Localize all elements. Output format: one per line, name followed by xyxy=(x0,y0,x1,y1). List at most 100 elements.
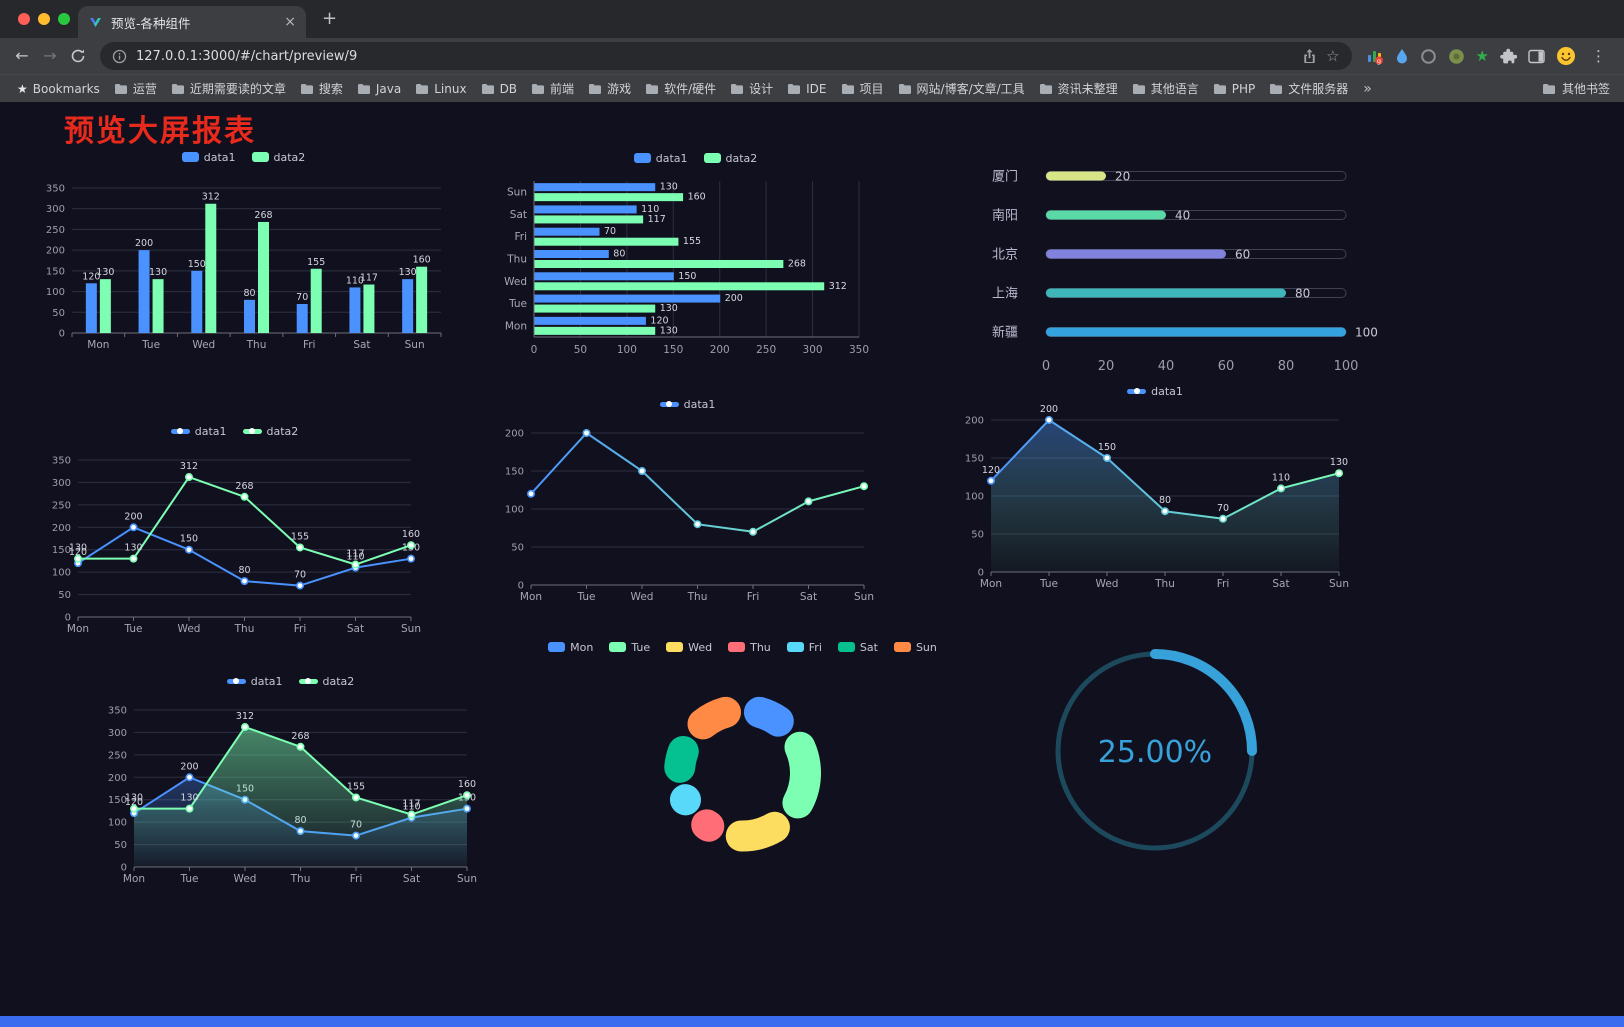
gradient-line-chart: data1 0 50 100 150 200 Mon Tue Wed Thu Fri Sat Sun xyxy=(495,395,880,607)
site-info-icon[interactable] xyxy=(112,49,127,64)
svg-text:150: 150 xyxy=(188,259,206,270)
legend-item-Thu[interactable]: Thu xyxy=(728,641,771,654)
extension-drop-icon[interactable] xyxy=(1395,48,1409,65)
svg-text:80: 80 xyxy=(613,249,625,260)
svg-text:150: 150 xyxy=(505,467,524,478)
reload-button[interactable] xyxy=(64,48,92,64)
bookmark-item-7[interactable]: 前端 xyxy=(524,77,581,100)
svg-text:Tue: Tue xyxy=(508,298,527,310)
new-tab-button[interactable]: + xyxy=(322,8,338,29)
forward-button[interactable]: → xyxy=(43,46,57,65)
svg-text:268: 268 xyxy=(235,481,253,492)
svg-text:70: 70 xyxy=(604,226,616,237)
svg-text:Fri: Fri xyxy=(514,231,527,243)
legend-label: Sat xyxy=(859,640,878,654)
extensions-puzzle-icon[interactable] xyxy=(1500,48,1517,65)
browser-tab[interactable]: 预览-各种组件 × xyxy=(78,6,306,38)
bookmark-item-14[interactable]: 资讯未整理 xyxy=(1032,77,1125,100)
bookmark-item-9[interactable]: 软件/硬件 xyxy=(638,77,723,100)
legend-item-data1[interactable]: data1 xyxy=(181,151,236,164)
bookmark-item-2[interactable]: 近期需要读的文章 xyxy=(164,77,293,100)
bookmark-item-13[interactable]: 网站/博客/文章/工具 xyxy=(891,77,1032,100)
bookmark-item-16[interactable]: PHP xyxy=(1206,79,1263,99)
legend-item-Mon[interactable]: Mon xyxy=(548,641,593,654)
tab-close-icon[interactable]: × xyxy=(284,14,296,30)
legend-item-Fri[interactable]: Fri xyxy=(786,641,822,654)
url-text[interactable]: 127.0.0.1:3000/#/chart/preview/9 xyxy=(136,48,358,64)
window-zoom-button[interactable] xyxy=(58,13,70,25)
legend-label: Sun xyxy=(915,640,937,654)
chart-legend: data1 data2 xyxy=(42,422,427,440)
svg-text:150: 150 xyxy=(180,534,198,545)
window-minimize-button[interactable] xyxy=(38,13,50,25)
bookmark-item-6[interactable]: DB xyxy=(474,79,524,99)
legend-item-Sun[interactable]: Sun xyxy=(893,640,937,654)
svg-text:100: 100 xyxy=(108,818,127,829)
bookmark-label: 游戏 xyxy=(607,82,632,96)
chart-legend: data1 data2 xyxy=(36,148,451,166)
bookmark-item-17[interactable]: 文件服务器 xyxy=(1262,77,1355,100)
bookmarks-overflow-button[interactable]: » xyxy=(1363,80,1372,97)
sidebar-toggle-icon[interactable] xyxy=(1528,49,1545,64)
bookmark-item-11[interactable]: IDE xyxy=(780,79,833,99)
profile-avatar[interactable] xyxy=(1556,46,1576,66)
bookmark-item-4[interactable]: Java xyxy=(350,79,408,99)
legend-item-data2[interactable]: data2 xyxy=(242,425,298,438)
bookmark-label: 搜索 xyxy=(318,82,343,96)
bookmark-item-bookmarks[interactable]: ★ Bookmarks xyxy=(10,79,107,99)
svg-text:60: 60 xyxy=(1235,248,1250,262)
svg-text:Tue: Tue xyxy=(124,623,143,635)
browser-menu-icon[interactable]: ⋮ xyxy=(1591,46,1606,65)
chart-canvas: 0 50 100 150 200 Mon Tue Wed Thu Fri Sat Sun xyxy=(505,429,874,604)
extension-ring-icon[interactable] xyxy=(1420,48,1437,65)
bookmark-label: 前端 xyxy=(550,82,575,96)
legend-item-data1[interactable]: data1 xyxy=(1127,385,1183,398)
chart-canvas: 25.00% xyxy=(1055,649,1257,851)
legend-item-Tue[interactable]: Tue xyxy=(609,641,650,654)
chart-legend: data1 data2 xyxy=(98,672,483,690)
legend-item-data2[interactable]: data2 xyxy=(298,675,354,688)
legend-item-data2[interactable]: data2 xyxy=(703,152,757,165)
bookmark-item-12[interactable]: 项目 xyxy=(834,77,891,100)
extension-star-icon[interactable]: ★ xyxy=(1475,46,1489,65)
other-bookmarks-button[interactable]: 其他书签 xyxy=(1538,80,1614,97)
legend-item-data1[interactable]: data1 xyxy=(226,675,283,688)
bookmark-item-15[interactable]: 其他语言 xyxy=(1125,77,1206,100)
legend-item-data1[interactable]: data1 xyxy=(659,398,715,411)
extension-olive-icon[interactable] xyxy=(1448,48,1465,65)
legend-item-Wed[interactable]: Wed xyxy=(666,641,712,654)
svg-text:Thu: Thu xyxy=(687,591,708,603)
extension-analytics-icon[interactable]: g xyxy=(1366,47,1384,65)
svg-text:Thu: Thu xyxy=(506,254,527,266)
bookmark-star-icon[interactable]: ☆ xyxy=(1326,46,1340,65)
window-close-button[interactable] xyxy=(18,13,30,25)
share-icon[interactable] xyxy=(1302,48,1317,64)
svg-text:新疆: 新疆 xyxy=(992,325,1018,341)
svg-text:250: 250 xyxy=(52,500,71,511)
svg-text:20: 20 xyxy=(1115,170,1130,184)
bookmark-item-3[interactable]: 搜索 xyxy=(293,77,350,100)
bookmark-item-10[interactable]: 设计 xyxy=(723,77,780,100)
svg-text:250: 250 xyxy=(108,750,127,761)
back-button[interactable]: ← xyxy=(15,46,29,65)
bookmark-item-5[interactable]: Linux xyxy=(408,79,473,99)
svg-text:Mon: Mon xyxy=(520,591,542,603)
bookmarks-list: ★ Bookmarks 运营 近期需要读的文章 搜索 Java Linux DB 前端 游戏 软件/… xyxy=(10,77,1355,100)
svg-text:155: 155 xyxy=(291,531,309,542)
svg-text:0: 0 xyxy=(1042,359,1050,374)
legend-item-data2[interactable]: data2 xyxy=(251,151,305,164)
legend-item-Sat[interactable]: Sat xyxy=(837,640,878,654)
legend-swatch xyxy=(251,152,269,162)
bookmark-label: 资讯未整理 xyxy=(1057,82,1118,96)
bookmark-item-1[interactable]: 运营 xyxy=(107,77,164,100)
legend-item-data1[interactable]: data1 xyxy=(633,152,688,165)
svg-text:150: 150 xyxy=(52,545,71,556)
bookmark-item-8[interactable]: 游戏 xyxy=(581,77,638,100)
svg-text:117: 117 xyxy=(648,214,666,225)
tab-title: 预览-各种组件 xyxy=(111,15,191,31)
legend-swatch xyxy=(298,678,318,684)
address-bar[interactable]: 127.0.0.1:3000/#/chart/preview/9 ☆ xyxy=(100,42,1352,70)
page-content: 预览大屏报表 data1 data2 0 50 100 150 200 250 300 350 Mo… xyxy=(0,102,1624,1016)
legend-item-data1[interactable]: data1 xyxy=(170,425,227,438)
svg-text:117: 117 xyxy=(360,273,378,284)
